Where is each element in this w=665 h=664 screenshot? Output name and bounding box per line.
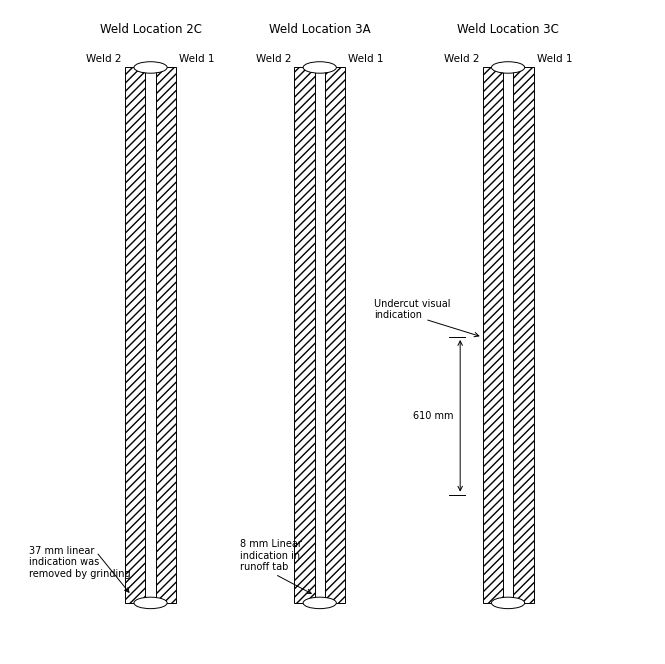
Text: 8 mm Linear
indication in
runoff tab: 8 mm Linear indication in runoff tab [240,539,302,572]
Text: Weld 2: Weld 2 [86,54,122,64]
Text: Undercut visual
indication: Undercut visual indication [374,299,450,321]
Bar [156,68,176,603]
Ellipse shape [303,597,336,609]
Bar [315,68,325,603]
Ellipse shape [303,62,336,73]
Text: Weld 1: Weld 1 [180,54,215,64]
Bar [125,68,146,603]
Text: Weld 2: Weld 2 [444,54,479,64]
Text: 37 mm linear
indication was
removed by grinding: 37 mm linear indication was removed by g… [29,546,131,579]
Text: Weld 1: Weld 1 [348,54,384,64]
Text: Weld Location 3A: Weld Location 3A [269,23,370,36]
Text: Weld Location 3C: Weld Location 3C [457,23,559,36]
Ellipse shape [491,597,525,609]
Text: Weld 1: Weld 1 [537,54,573,64]
Ellipse shape [134,62,167,73]
Text: Weld 2: Weld 2 [255,54,291,64]
Bar [325,68,345,603]
Text: 610 mm: 610 mm [413,411,454,421]
Bar [483,68,503,603]
Bar [294,68,315,603]
Ellipse shape [134,597,167,609]
Bar [513,68,533,603]
Bar [146,68,156,603]
Bar [503,68,513,603]
Text: Weld Location 2C: Weld Location 2C [100,23,201,36]
Ellipse shape [491,62,525,73]
